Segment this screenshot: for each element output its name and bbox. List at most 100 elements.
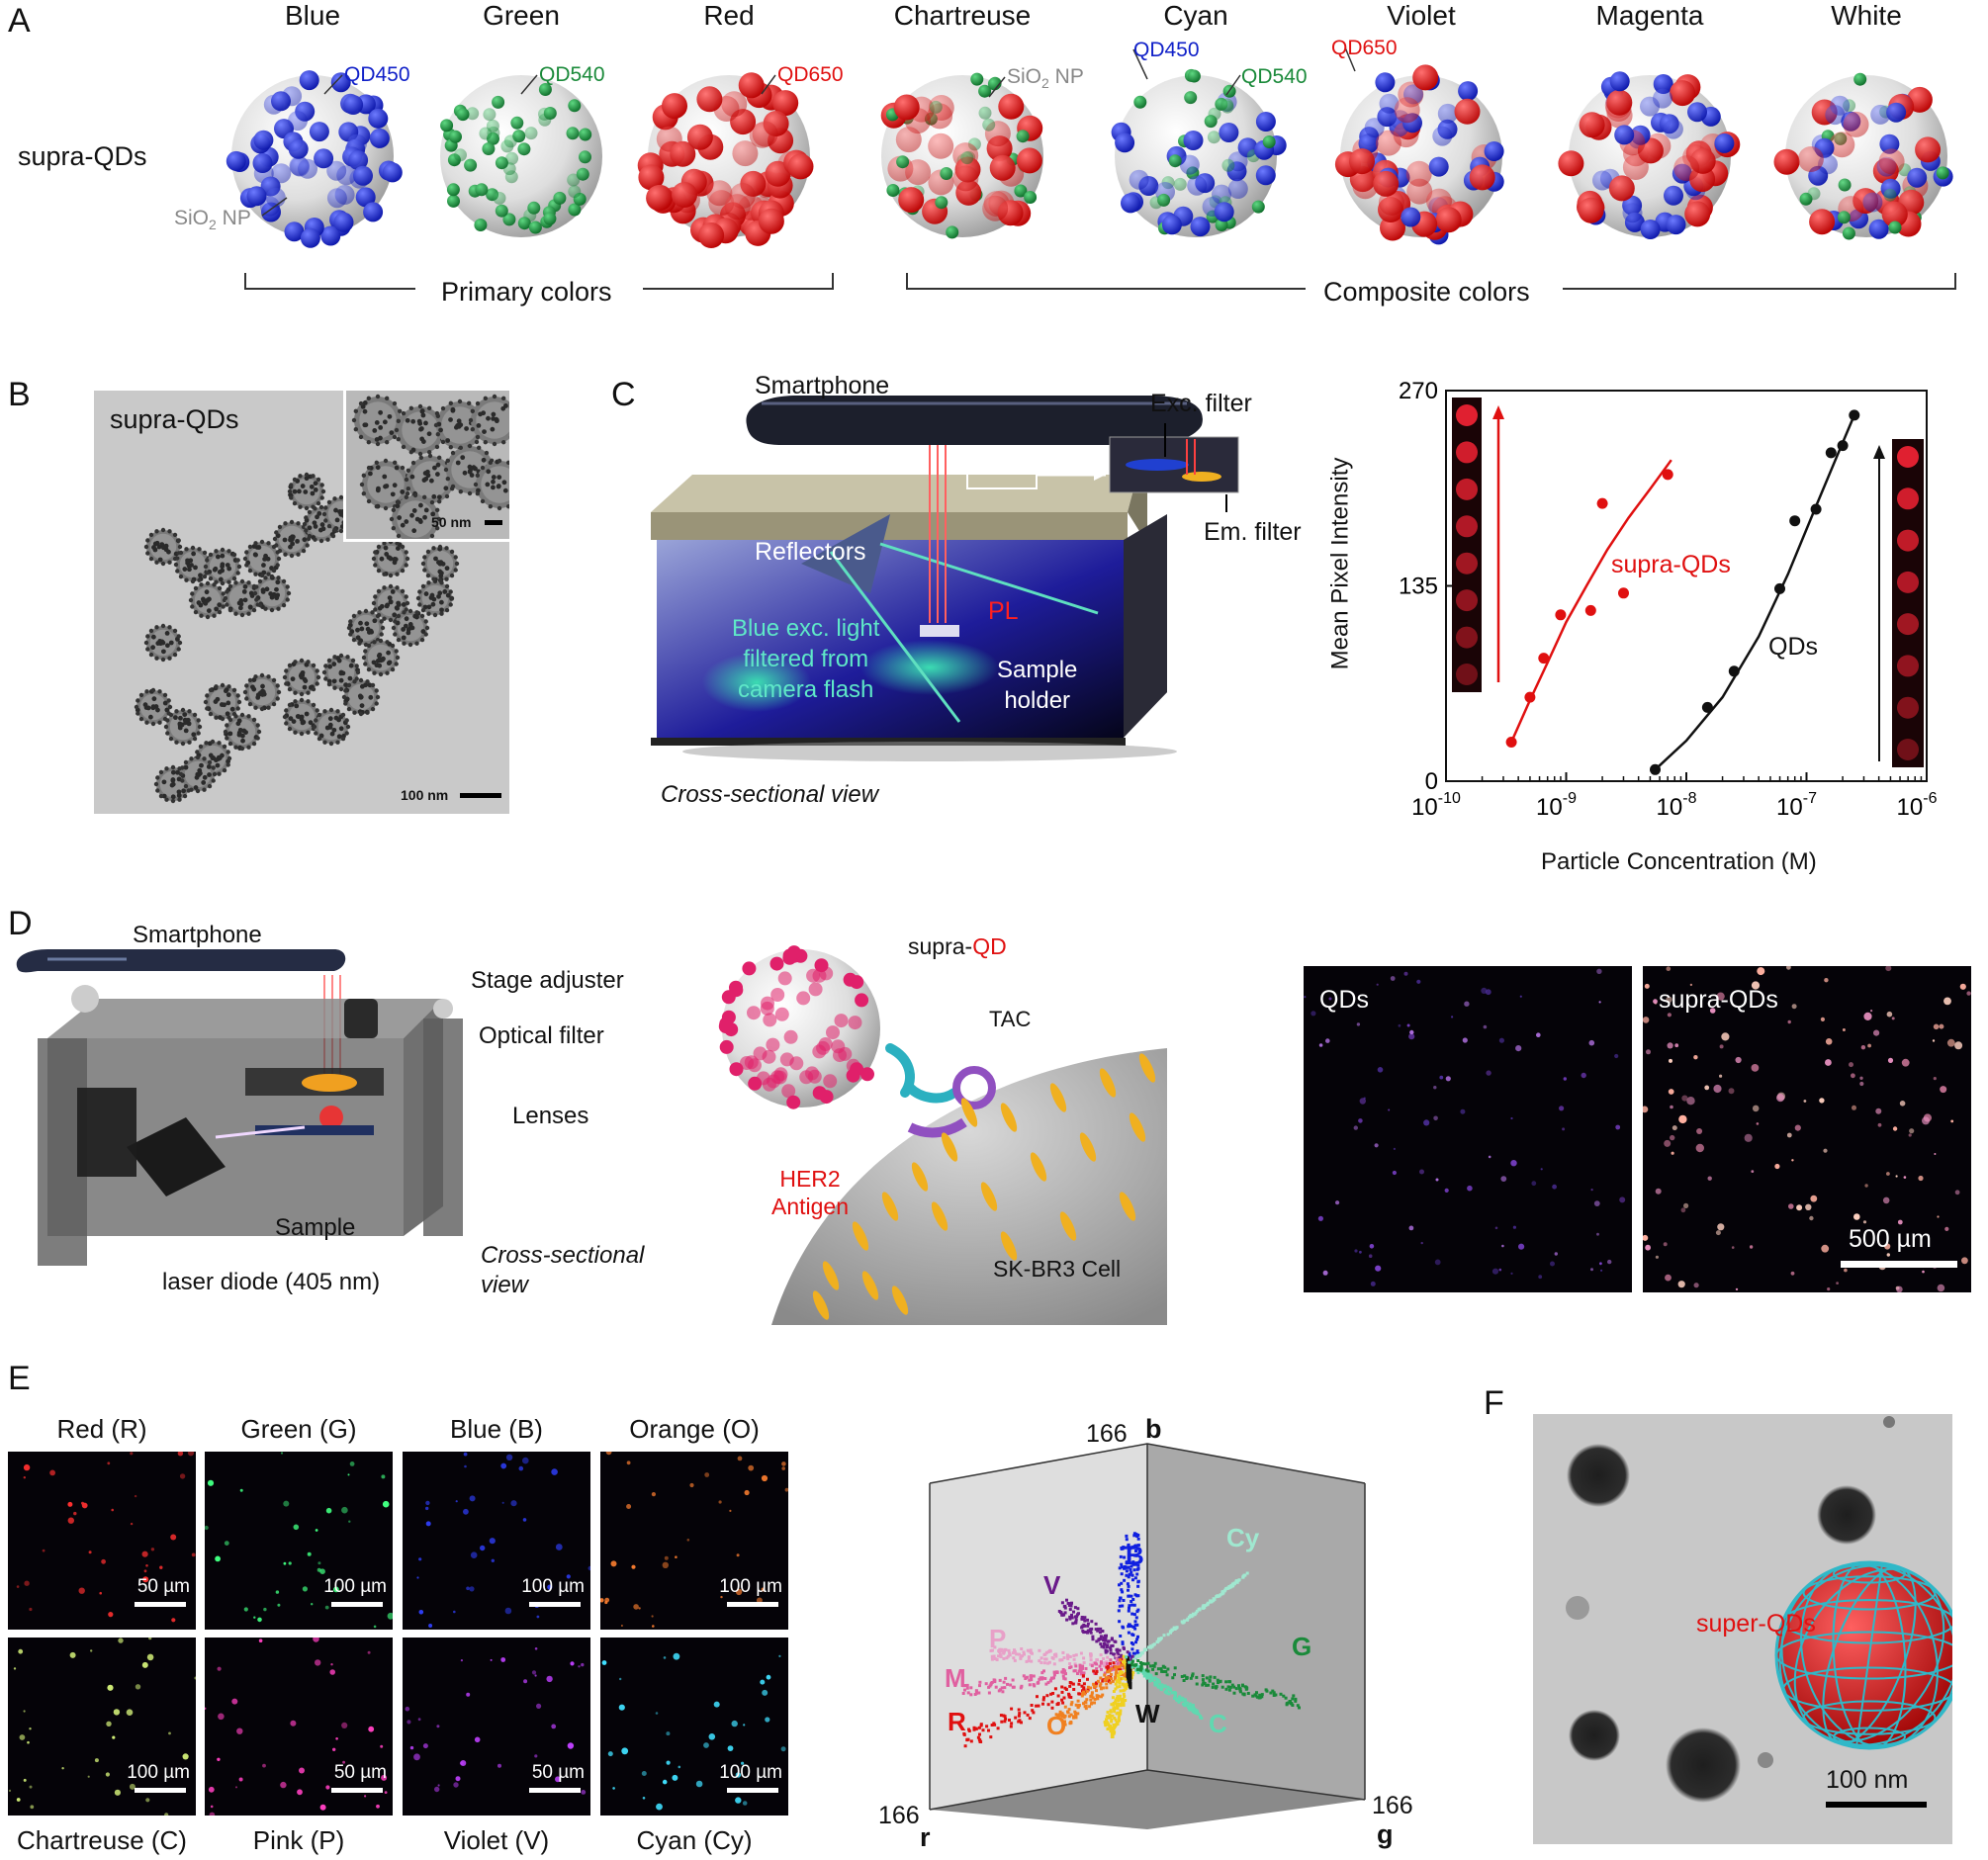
- sphere-title-7: White: [1831, 0, 1902, 31]
- c-sample-holder-label: Sample holder: [997, 657, 1078, 714]
- e-scale-bar-top-0: [135, 1602, 186, 1607]
- supra-qd-spheres: [226, 46, 1953, 248]
- ytick-label-0: 0: [1425, 768, 1438, 795]
- cluster-label-G: G: [1292, 1632, 1312, 1661]
- f-super-qds-label: super-QDs: [1696, 1610, 1816, 1638]
- e-image-bottom-0: 100 µm: [8, 1637, 198, 1817]
- e-image-bottom-3: 100 µm: [600, 1638, 788, 1816]
- series-1: [1650, 409, 1860, 775]
- sphere-7: [1773, 72, 1953, 240]
- point-0-7: [1662, 469, 1673, 481]
- primary-colors-label: Primary colors: [441, 277, 612, 307]
- d-cell-label: SK-BR3 Cell: [993, 1256, 1122, 1282]
- point-0-4: [1584, 604, 1596, 616]
- cluster-label-Y: Y: [1104, 1715, 1122, 1744]
- point-1-2: [1728, 665, 1740, 677]
- panel-label-c: C: [611, 376, 636, 413]
- antigen-10: [861, 1271, 879, 1300]
- e-title-top-1: Green (G): [240, 1414, 357, 1444]
- ytick-label-2: 270: [1399, 378, 1438, 404]
- e-image-top-0: 50 µm: [8, 1450, 196, 1630]
- e-image-top-1: 100 µm: [204, 1452, 395, 1630]
- point-1-3: [1774, 582, 1785, 594]
- d-her2-label: HER2 Antigen: [771, 1166, 850, 1219]
- tem-image-super-qds: super-QDs 100 nm: [1533, 1414, 1952, 1844]
- rgb-3d-scatter: [929, 1443, 1366, 1829]
- callout-qd650-violet: QD650: [1331, 37, 1398, 59]
- point-0-1: [1524, 691, 1536, 703]
- antigen-15: [1129, 1112, 1146, 1142]
- chart-series-label-supra: supra-QDs: [1611, 551, 1731, 578]
- supra-qds-spots: [1641, 964, 1971, 1293]
- point-0-0: [1505, 737, 1517, 748]
- xtick-label-2: 10-8: [1657, 790, 1697, 821]
- antigen-17: [1059, 1211, 1077, 1241]
- d-scale-bar: [1841, 1261, 1957, 1268]
- antigen-12: [980, 1182, 998, 1211]
- panel-label-a: A: [8, 2, 31, 40]
- e-scale-label-top-0: 50 µm: [136, 1576, 190, 1597]
- sphere-title-4: Cyan: [1163, 0, 1228, 31]
- e-image-bottom-2: 50 µm: [403, 1638, 590, 1816]
- callout-qd450: QD450: [344, 63, 410, 86]
- e-axis-b-max: 166: [1086, 1420, 1128, 1448]
- e-scale-label-top-1: 100 µm: [323, 1576, 387, 1597]
- e-axis-r: r: [920, 1822, 931, 1852]
- cluster-M: [961, 1657, 1131, 1697]
- callout-qd450-cyan: QD450: [1133, 39, 1200, 61]
- chart-ylabel: Mean Pixel Intensity: [1326, 457, 1354, 670]
- antigen-20: [891, 1285, 909, 1315]
- e-image-top-2: 100 µm: [403, 1452, 592, 1630]
- e-scale-bar-bottom-3: [727, 1788, 778, 1793]
- ytick-label-1: 135: [1399, 574, 1438, 600]
- e-scale-label-top-3: 100 µm: [719, 1576, 782, 1597]
- e-scale-bar-bottom-0: [135, 1788, 186, 1793]
- fluorescence-image-supra-qds: supra-QDs 500 µm: [1641, 964, 1971, 1293]
- e-title-bottom-0: Chartreuse (C): [17, 1825, 187, 1855]
- cluster-C: [1125, 1655, 1204, 1720]
- xtick-label-0: 10-10: [1411, 790, 1461, 821]
- d-sample-label: Sample: [275, 1214, 356, 1241]
- sphere-0: [226, 70, 403, 248]
- e-title-top-0: Red (R): [56, 1414, 147, 1444]
- antigen-11: [931, 1201, 949, 1231]
- e-scale-bar-top-3: [727, 1602, 778, 1607]
- sphere-title-5: Violet: [1387, 0, 1456, 31]
- e-scale-label-bottom-0: 100 µm: [127, 1762, 190, 1783]
- antigen-19: [812, 1290, 830, 1320]
- xtick-label-4: 10-6: [1897, 790, 1938, 821]
- e-image-top-3: 100 µm: [599, 1449, 789, 1630]
- e-scale-bar-bottom-1: [331, 1788, 383, 1793]
- point-1-5: [1810, 503, 1822, 515]
- sphere-2: [637, 72, 814, 248]
- xtick-label-1: 10-9: [1536, 790, 1577, 821]
- cluster-Cy: [1127, 1571, 1249, 1666]
- tem-b-label: supra-QDs: [110, 404, 239, 434]
- point-1-0: [1650, 763, 1661, 775]
- point-1-1: [1701, 701, 1713, 713]
- d-scale-label: 500 µm: [1849, 1225, 1932, 1253]
- d-lenses-label: Lenses: [512, 1103, 589, 1129]
- chart-series-label-qds: QDs: [1768, 633, 1818, 661]
- e-title-bottom-3: Cyan (Cy): [636, 1825, 753, 1855]
- d-filter-label: Optical filter: [479, 1022, 604, 1049]
- cluster-label-W: W: [1135, 1699, 1160, 1728]
- d-stage-label: Stage adjuster: [471, 967, 624, 994]
- antigen-0: [852, 1221, 869, 1251]
- c-em-filter-label: Em. filter: [1204, 518, 1302, 546]
- scale-main-bar: [460, 793, 501, 798]
- point-1-6: [1825, 447, 1837, 459]
- d-img2-label: supra-QDs: [1659, 986, 1778, 1014]
- e-scale-label-top-2: 100 µm: [521, 1576, 585, 1597]
- fit-line-1: [1654, 414, 1855, 771]
- sphere-5: [1334, 64, 1504, 245]
- series-0: [1505, 459, 1673, 748]
- panel-label-b: B: [8, 376, 31, 413]
- e-title-top-2: Blue (B): [450, 1414, 543, 1444]
- scale-inset-bar: [485, 520, 502, 525]
- sphere-title-1: Green: [483, 0, 560, 31]
- c-blue-light-label: Blue exc. light filtered from camera flash: [732, 615, 880, 703]
- d-supra-qd-label: supra-QD: [908, 933, 1007, 959]
- tem-image-supra-qds: supra-QDs 50 nm 100 nm: [94, 391, 509, 814]
- cluster-label-C: C: [1209, 1709, 1227, 1738]
